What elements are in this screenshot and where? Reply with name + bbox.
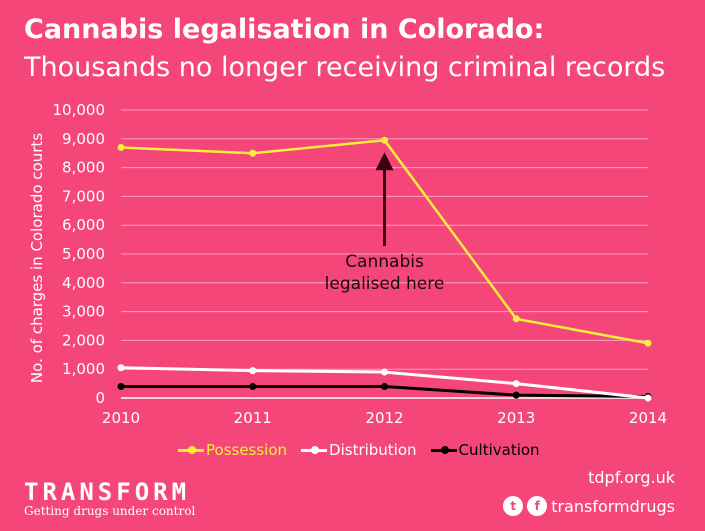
data-point: [381, 368, 388, 376]
y-tick-label: 8,000: [62, 159, 105, 177]
facebook-icon[interactable]: f: [527, 496, 548, 516]
annotation-label-line2: legalised here: [325, 274, 445, 294]
social-handle[interactable]: t f transformdrugs: [503, 496, 675, 516]
legend-label: Possession: [206, 441, 288, 459]
data-point: [644, 394, 652, 402]
y-tick-label: 7,000: [62, 187, 105, 205]
data-point: [512, 380, 520, 388]
chart-subtitle: Thousands no longer receiving criminal r…: [24, 52, 666, 83]
data-point: [381, 382, 388, 390]
data-point: [512, 315, 520, 323]
y-tick-label: 1,000: [62, 360, 105, 378]
website-url[interactable]: tdpf.org.uk: [588, 468, 675, 487]
legend-possession: Possession: [178, 441, 287, 459]
data-point: [117, 143, 125, 151]
data-point: [249, 382, 257, 390]
annotation-arrowhead: [375, 152, 394, 171]
data-point: [381, 136, 388, 144]
legend-cultivation: Cultivation: [430, 441, 540, 459]
data-point: [512, 391, 520, 399]
x-tick-label: 2011: [234, 409, 272, 427]
data-point: [249, 367, 257, 375]
twitter-icon[interactable]: t: [503, 496, 524, 516]
social-handle-text: transformdrugs: [551, 496, 675, 516]
y-tick-label: 4,000: [62, 274, 105, 292]
data-point: [117, 364, 125, 372]
data-point: [249, 149, 257, 157]
y-tick-label: 9,000: [62, 130, 105, 148]
legend-label: Cultivation: [458, 441, 540, 459]
logo-tagline: Getting drugs under control: [24, 504, 196, 518]
y-tick-label: 10,000: [53, 101, 106, 119]
legend-swatch: [301, 446, 328, 454]
x-tick-label: 2012: [365, 409, 403, 427]
x-tick-label: 2014: [629, 409, 667, 427]
y-tick-label: 5,000: [62, 245, 105, 263]
y-tick-label: 3,000: [62, 303, 105, 321]
chart-title: Cannabis legalisation in Colorado:: [24, 14, 545, 45]
x-tick-label: 2010: [102, 409, 140, 427]
logo-wordmark: TRANSFORM: [24, 478, 191, 506]
y-axis-label: No. of charges in Colorado courts: [28, 133, 46, 383]
transform-logo: TRANSFORM Getting drugs under control: [24, 480, 195, 518]
legend-label: Distribution: [329, 441, 417, 459]
chart-legend: Possession Distribution Cultivation: [178, 440, 554, 460]
y-tick-label: 2,000: [62, 331, 105, 349]
annotation-label-line1: Cannabis: [345, 252, 424, 272]
y-tick-label: 6,000: [62, 216, 105, 234]
legend-swatch: [178, 446, 204, 454]
legend-distribution: Distribution: [301, 441, 417, 459]
data-point: [117, 382, 125, 390]
data-point: [644, 339, 652, 347]
legend-swatch: [430, 446, 457, 454]
x-tick-label: 2013: [497, 409, 535, 427]
y-tick-label: 0: [95, 389, 105, 407]
